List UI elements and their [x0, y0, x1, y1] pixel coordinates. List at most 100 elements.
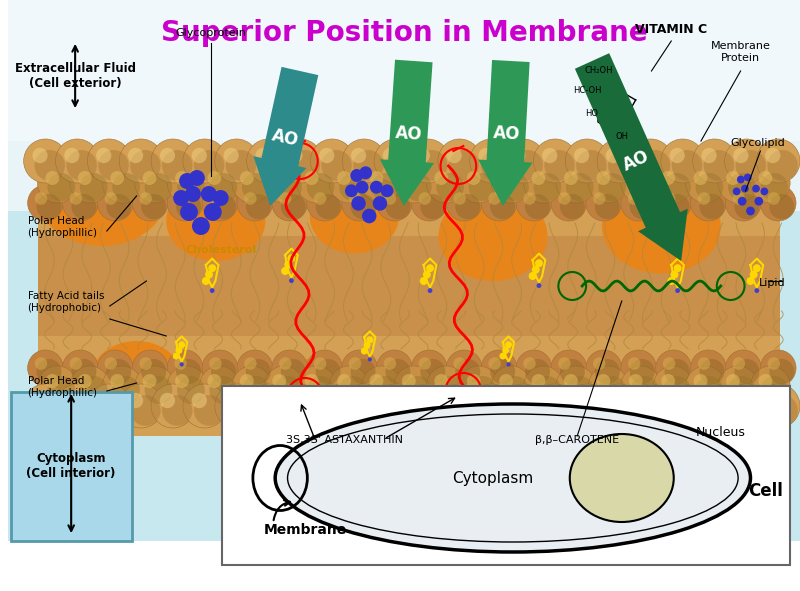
- Circle shape: [175, 374, 189, 388]
- Circle shape: [767, 192, 780, 205]
- Circle shape: [488, 357, 501, 370]
- Circle shape: [105, 192, 117, 205]
- Circle shape: [55, 139, 99, 183]
- Circle shape: [621, 163, 661, 203]
- Circle shape: [394, 366, 434, 406]
- Circle shape: [272, 374, 286, 388]
- Circle shape: [202, 185, 238, 221]
- Bar: [38, 236, 780, 336]
- Circle shape: [595, 194, 620, 219]
- Circle shape: [175, 347, 182, 354]
- FancyArrow shape: [575, 53, 688, 261]
- Circle shape: [232, 163, 271, 203]
- Circle shape: [130, 150, 161, 181]
- Circle shape: [208, 264, 216, 272]
- Circle shape: [183, 384, 226, 428]
- Text: CH₂OH: CH₂OH: [585, 66, 614, 75]
- Circle shape: [37, 194, 62, 219]
- Circle shape: [199, 163, 239, 203]
- Circle shape: [176, 194, 201, 219]
- Circle shape: [470, 384, 514, 428]
- Circle shape: [661, 139, 705, 183]
- Circle shape: [278, 384, 322, 428]
- Circle shape: [215, 139, 258, 183]
- Circle shape: [733, 192, 745, 205]
- Circle shape: [289, 278, 294, 283]
- Circle shape: [718, 163, 758, 203]
- Text: HC-OH: HC-OH: [573, 86, 602, 95]
- Circle shape: [542, 148, 558, 163]
- Circle shape: [544, 395, 574, 426]
- Circle shape: [735, 395, 766, 426]
- Circle shape: [139, 357, 152, 370]
- Circle shape: [316, 359, 341, 384]
- Circle shape: [702, 148, 717, 163]
- Text: AO: AO: [621, 147, 653, 175]
- Circle shape: [402, 171, 416, 185]
- Circle shape: [160, 148, 175, 163]
- Bar: [8, 0, 800, 211]
- Circle shape: [737, 176, 745, 183]
- Circle shape: [337, 374, 351, 388]
- Circle shape: [576, 395, 606, 426]
- Circle shape: [306, 350, 342, 386]
- Circle shape: [488, 192, 501, 205]
- Circle shape: [586, 350, 622, 386]
- Circle shape: [66, 150, 97, 181]
- Circle shape: [70, 366, 110, 406]
- Circle shape: [385, 395, 415, 426]
- Circle shape: [499, 374, 513, 388]
- Circle shape: [210, 376, 237, 404]
- Circle shape: [46, 171, 59, 185]
- Ellipse shape: [166, 181, 266, 261]
- Circle shape: [385, 150, 415, 181]
- Text: HO: HO: [586, 109, 598, 118]
- Circle shape: [202, 277, 210, 285]
- Circle shape: [226, 395, 256, 426]
- Circle shape: [70, 192, 82, 205]
- Circle shape: [246, 194, 271, 219]
- Circle shape: [381, 184, 394, 197]
- Circle shape: [417, 395, 447, 426]
- Circle shape: [744, 174, 751, 181]
- Circle shape: [406, 384, 450, 428]
- Circle shape: [175, 171, 189, 185]
- Circle shape: [386, 359, 410, 384]
- Circle shape: [629, 384, 673, 428]
- FancyArrow shape: [478, 60, 533, 206]
- Circle shape: [246, 359, 271, 384]
- Circle shape: [621, 366, 661, 406]
- Circle shape: [160, 393, 175, 408]
- Circle shape: [665, 194, 690, 219]
- Circle shape: [551, 350, 586, 386]
- Circle shape: [180, 203, 198, 221]
- Circle shape: [765, 393, 780, 408]
- Circle shape: [34, 192, 47, 205]
- Circle shape: [366, 336, 374, 343]
- Circle shape: [351, 148, 366, 163]
- Circle shape: [420, 194, 446, 219]
- Circle shape: [667, 277, 675, 285]
- Circle shape: [734, 359, 759, 384]
- Circle shape: [362, 366, 401, 406]
- Circle shape: [281, 194, 306, 219]
- Circle shape: [593, 357, 606, 370]
- Circle shape: [525, 194, 550, 219]
- Circle shape: [663, 173, 691, 201]
- Circle shape: [466, 171, 481, 185]
- Circle shape: [434, 171, 448, 185]
- Circle shape: [305, 171, 318, 185]
- Circle shape: [535, 259, 543, 267]
- Circle shape: [411, 185, 447, 221]
- Circle shape: [558, 192, 570, 205]
- Circle shape: [529, 272, 537, 280]
- Circle shape: [499, 352, 506, 359]
- Circle shape: [106, 359, 131, 384]
- Circle shape: [765, 148, 780, 163]
- Circle shape: [80, 376, 107, 404]
- Circle shape: [426, 163, 466, 203]
- Circle shape: [362, 163, 401, 203]
- Circle shape: [490, 359, 515, 384]
- Circle shape: [240, 374, 254, 388]
- Circle shape: [638, 148, 653, 163]
